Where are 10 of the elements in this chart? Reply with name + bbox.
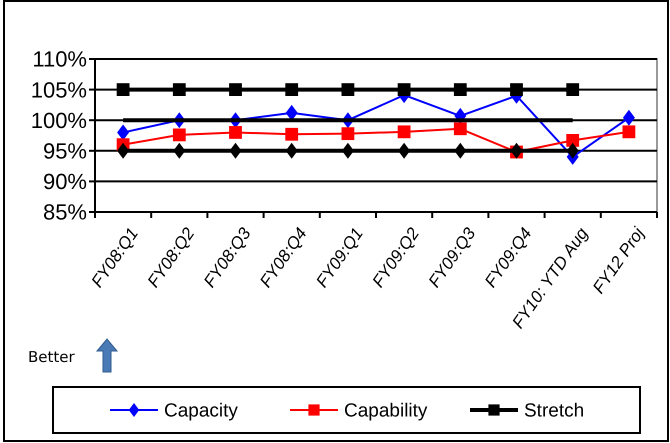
legend-label: Capability	[344, 400, 428, 422]
y-tick-label: 95%	[42, 138, 87, 164]
y-tick-label: 85%	[42, 200, 87, 225]
y-tick-label: 100%	[30, 108, 87, 133]
text: Better	[28, 348, 76, 366]
y-tick-label: 110%	[32, 46, 87, 72]
y-tick-label: 90%	[42, 169, 87, 194]
y-tick-label: 105%	[30, 77, 87, 102]
legend-label: Capacity	[164, 400, 238, 422]
legend-label: Stretch	[524, 400, 584, 422]
